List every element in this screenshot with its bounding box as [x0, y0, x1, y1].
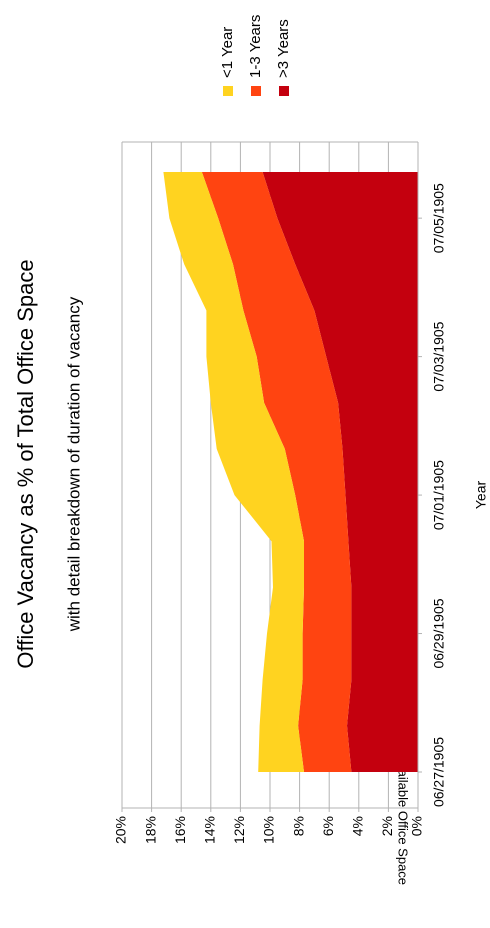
y-tick-label: 8% — [290, 816, 306, 836]
legend-swatch — [279, 86, 289, 96]
x-tick-label: 06/29/1905 — [431, 598, 447, 668]
plot-area: 0% 2% 4% 6% 8% 10% 12% 14% 16% 18% 20% 06/27/1905 06… — [113, 141, 447, 844]
y-tick-label: 16% — [172, 816, 188, 844]
x-tick-label: 07/01/1905 — [431, 460, 447, 530]
legend-label: <1 Year — [219, 27, 236, 78]
series-area — [262, 172, 418, 772]
y-tick-label: 4% — [350, 816, 366, 836]
legend-swatch — [251, 86, 261, 96]
y-tick-label: 2% — [379, 816, 395, 836]
chart-subtitle: with detail breakdown of duration of vac… — [64, 296, 83, 632]
chart-title: Office Vacancy as % of Total Office Spac… — [13, 259, 38, 668]
legend-label: >3 Years — [275, 19, 292, 78]
legend-swatch — [223, 86, 233, 96]
x-tick-label: 06/27/1905 — [431, 737, 447, 807]
x-tick-label: 07/05/1905 — [431, 183, 447, 253]
x-axis-label: Year — [473, 481, 489, 510]
y-tick-label: 12% — [231, 816, 247, 844]
x-tick-label: 07/03/1905 — [431, 321, 447, 391]
y-tick-label: 18% — [142, 816, 158, 844]
legend-label: 1-3 Years — [247, 15, 264, 78]
y-tick-label: 6% — [320, 816, 336, 836]
y-tick-label: 10% — [261, 816, 277, 844]
y-tick-label: 14% — [202, 816, 218, 844]
series-area — [201, 172, 352, 772]
y-tick-label: 20% — [113, 816, 129, 844]
legend: <1 Year 1-3 Years >3 Years — [219, 15, 292, 96]
y-tick-label: 0% — [409, 816, 425, 836]
series-area — [163, 172, 304, 772]
